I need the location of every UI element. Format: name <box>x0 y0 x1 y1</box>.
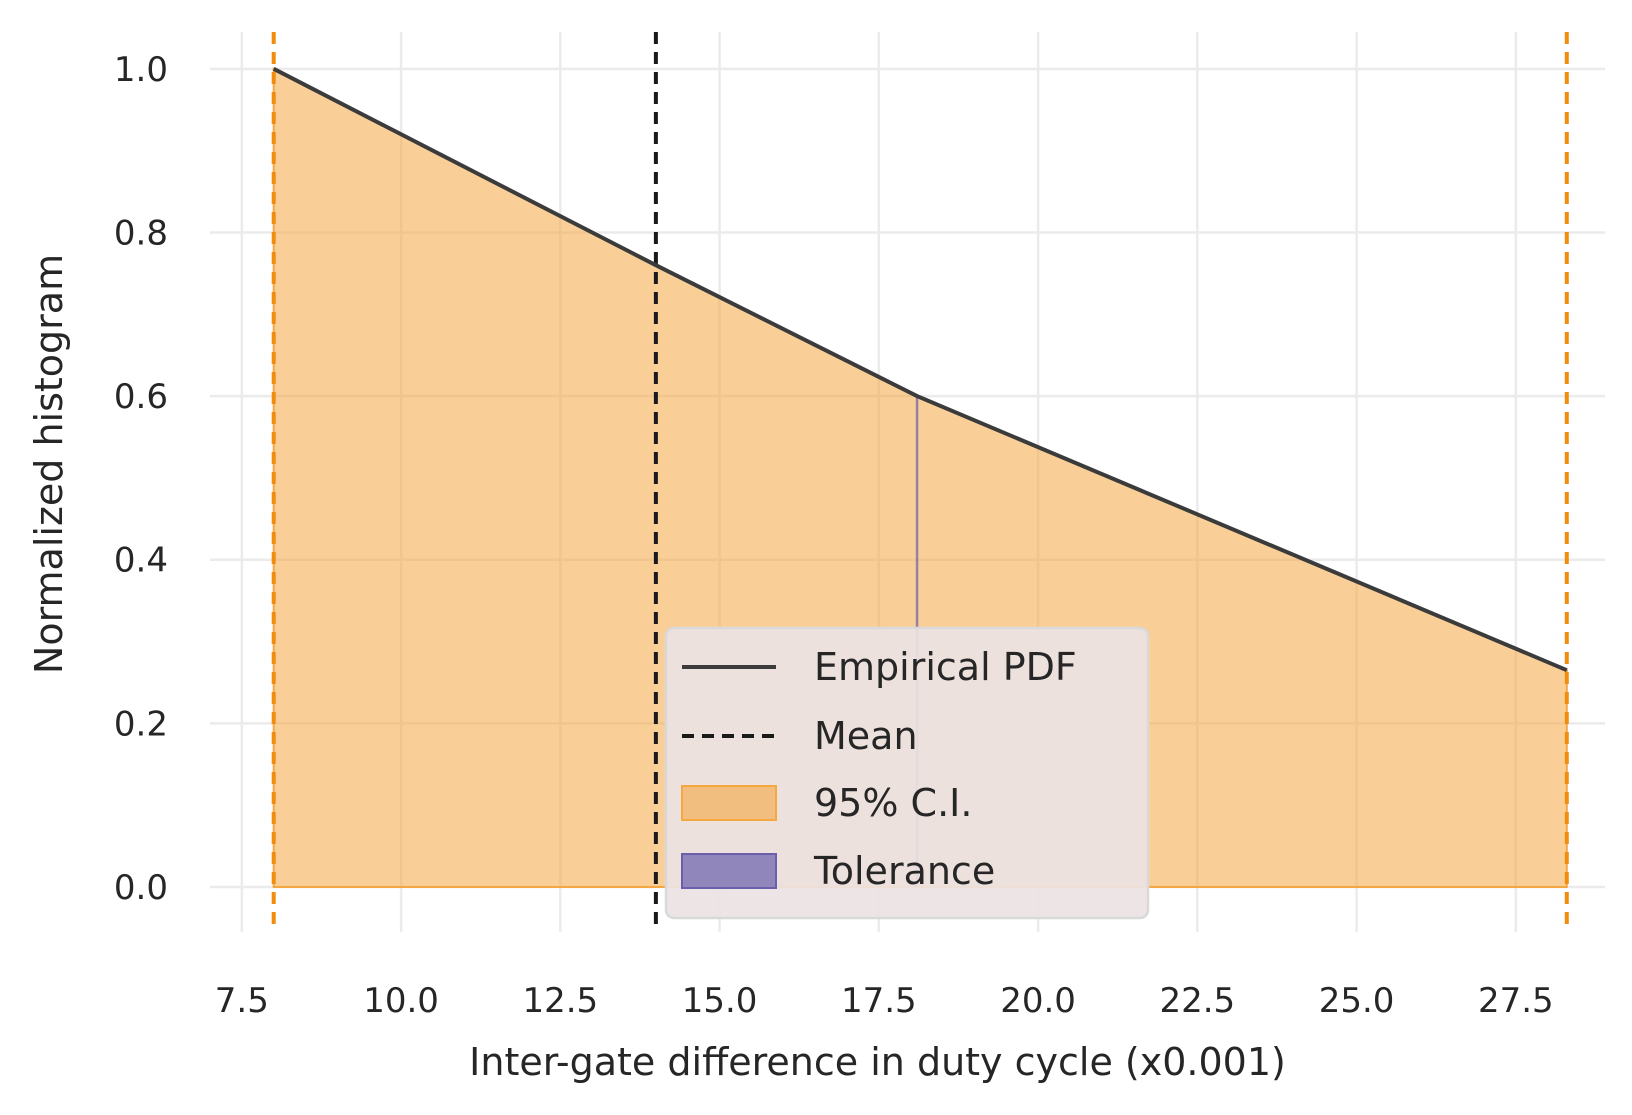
legend-label: 95% C.I. <box>814 781 972 825</box>
legend-label: Empirical PDF <box>814 645 1077 689</box>
legend-box <box>664 626 1150 920</box>
x-tick-label: 22.5 <box>1159 981 1235 1021</box>
x-tick-label: 17.5 <box>841 981 917 1021</box>
x-tick-label: 12.5 <box>522 981 598 1021</box>
x-tick-label: 15.0 <box>682 981 758 1021</box>
y-tick-label: 0.4 <box>114 541 168 581</box>
y-tick-label: 0.8 <box>114 213 168 253</box>
ticks: 7.5 10.0 12.5 15.0 17.5 20.0 22.5 25.0 27.5 0.0 0.… <box>114 50 1554 1021</box>
y-tick-label: 0.2 <box>114 704 168 744</box>
legend-handle-ci <box>681 785 777 821</box>
legend-label: Mean <box>814 714 918 758</box>
x-tick-label: 10.0 <box>363 981 439 1021</box>
y-tick-label: 1.0 <box>114 50 168 90</box>
x-tick-label: 7.5 <box>215 981 269 1021</box>
legend: Empirical PDF Mean 95% C.I. Tolerance <box>664 626 1150 920</box>
lines-layer <box>271 32 1569 932</box>
x-tick-label: 27.5 <box>1478 981 1554 1021</box>
x-tick-label: 20.0 <box>1000 981 1076 1021</box>
legend-handle-tolerance <box>681 853 777 889</box>
legend-label: Tolerance <box>813 849 995 893</box>
x-axis-title: Inter-gate difference in duty cycle (x0.… <box>469 1040 1286 1084</box>
y-axis-title: Normalized histogram <box>27 254 71 674</box>
y-tick-label: 0.6 <box>114 377 168 417</box>
pdf-line <box>272 67 1568 673</box>
x-tick-label: 25.0 <box>1319 981 1395 1021</box>
y-tick-label: 0.0 <box>114 868 168 908</box>
